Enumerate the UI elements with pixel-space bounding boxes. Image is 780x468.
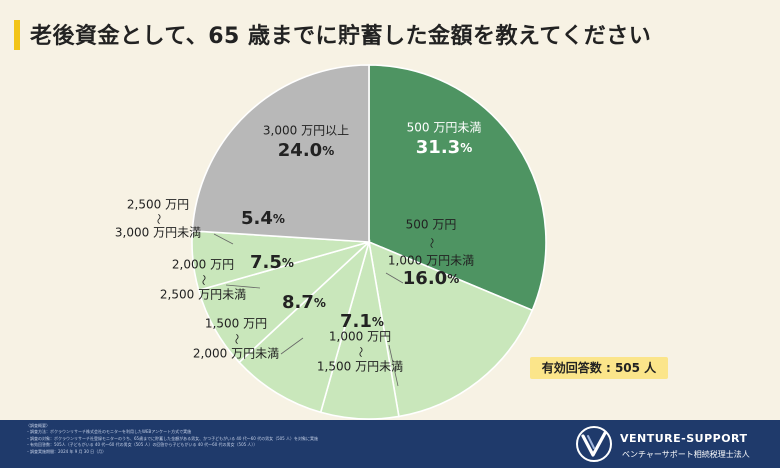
slice-category-label: 3,000 万円未満 [115, 226, 201, 240]
pie-slice [238, 239, 371, 414]
slice-category-label: ～ [425, 238, 438, 249]
slice-value-label: 7.1% [340, 311, 384, 332]
survey-note-line: ・調査の対象：ボクラウンリサーチ社登録モニターのうち、65歳までに貯蓄した金額が… [26, 435, 318, 441]
slice-value-label: 7.5% [250, 252, 294, 273]
slice-value-label: 24.0% [278, 140, 334, 161]
leader-line [213, 233, 234, 245]
slice-value-label: 16.0% [403, 268, 459, 289]
pie-slices [191, 64, 547, 420]
slice-category-label: ～ [197, 275, 210, 286]
pie-slice [367, 240, 534, 418]
survey-note-line: ・調査実施期間：2024 年 9 月 30 日（月） [26, 448, 107, 454]
slice-category-label: 500 万円 [406, 218, 457, 232]
slice-category-label: 2,500 万円 [127, 198, 189, 212]
brand-name: VENTURE-SUPPORT [620, 432, 748, 445]
leader-lines [213, 233, 404, 387]
pie-slice [191, 64, 370, 243]
title-accent-bar [14, 20, 20, 50]
slice-category-label: 2,000 万円 [172, 258, 234, 272]
slice-value-label: 8.7% [282, 292, 326, 313]
page-title: 老後資金として、65 歳までに貯蓄した金額を教えてください [30, 24, 652, 49]
slice-category-label: 2,500 万円未満 [160, 288, 246, 302]
leader-line [280, 337, 304, 355]
brand-subtitle: ベンチャーサポート相続税理士法人 [622, 450, 750, 459]
slice-category-label: 1,500 万円未満 [317, 360, 403, 374]
survey-note-line: ・有効回答数：505人（子どもがいる 40 代～60 代の男女（505 人）の回… [26, 442, 258, 448]
slice-category-label: 3,000 万円以上 [263, 124, 349, 138]
slice-category-label: 1,000 万円 [329, 330, 391, 344]
slice-value-label: 31.3% [416, 137, 472, 158]
slice-category-label: ～ [230, 334, 243, 345]
pie-slice [368, 64, 547, 312]
leader-line [225, 284, 261, 289]
footer: 〈調査概要〉 ・調査方法：ボクラウンリサーチ株式会社のモニターを利用したWEBア… [0, 420, 780, 468]
slice-category-label: 2,000 万円未満 [193, 347, 279, 361]
leader-line [388, 344, 399, 387]
survey-note-line: 〈調査概要〉 [26, 423, 50, 428]
respondent-count-badge: 有効回答数 : 505 人 [530, 357, 668, 379]
slice-category-label: 1,500 万円 [205, 317, 267, 331]
slice-category-label: 1,000 万円未満 [388, 254, 474, 268]
venture-support-logo-icon [576, 426, 612, 462]
slice-category-label: 500 万円未満 [407, 121, 482, 135]
survey-notes: 〈調査概要〉 ・調査方法：ボクラウンリサーチ株式会社のモニターを利用したWEBア… [26, 423, 556, 455]
slice-category-label: ～ [152, 214, 165, 225]
slice-value-label: 5.4% [241, 208, 285, 229]
survey-note-line: ・調査方法：ボクラウンリサーチ株式会社のモニターを利用したWEBアンケート方式で… [26, 429, 192, 435]
leader-line [385, 272, 404, 284]
slice-category-label: ～ [354, 347, 367, 358]
